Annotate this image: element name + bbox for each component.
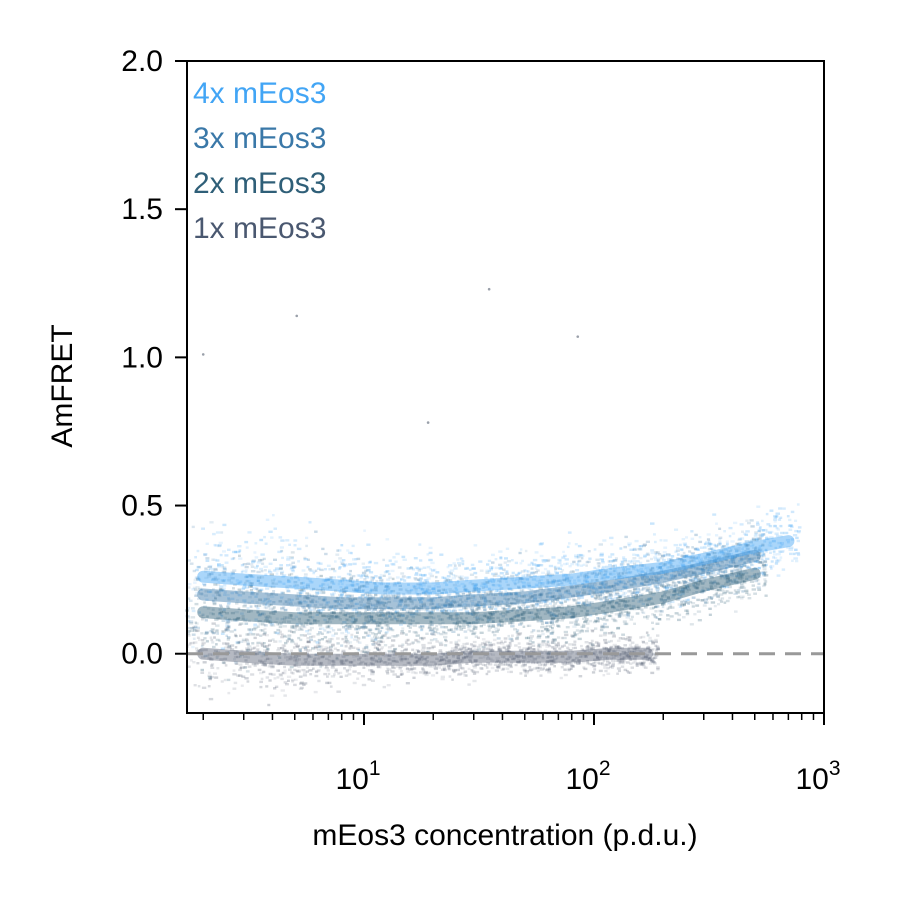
- y-tick-label: 1.0: [121, 341, 163, 374]
- density-3x-meos3: [185, 519, 768, 664]
- y-tick-label: 0.5: [121, 490, 163, 523]
- density-2x-meos3: [185, 538, 769, 682]
- outlier-point: [295, 314, 299, 318]
- outlier-point: [201, 353, 205, 356]
- x-axis: 101 102 103: [202, 713, 841, 796]
- y-axis: 0.0 0.5 1.0 1.5 2.0: [121, 45, 187, 671]
- y-tick-label: 2.0: [121, 45, 163, 78]
- plot-frame: [186, 60, 825, 714]
- legend-entry: 3x mEos3: [193, 122, 326, 155]
- data-cloud: [185, 503, 802, 707]
- series-line-1x-meos3: [197, 647, 653, 666]
- y-tick-label: 1.5: [121, 193, 163, 226]
- outlier-point: [426, 421, 430, 424]
- outlier-points: [201, 287, 580, 424]
- y-axis-label: AmFRET: [46, 324, 79, 447]
- y-tick-label: 0.0: [121, 638, 163, 671]
- series-line-4x-meos3: [197, 535, 795, 595]
- legend-entry: 4x mEos3: [193, 77, 326, 110]
- density-4x-meos3: [186, 503, 802, 650]
- x-axis-label: mEos3 concentration (p.d.u.): [312, 819, 697, 852]
- outlier-point: [487, 287, 491, 291]
- x-tick-label: 102: [565, 757, 610, 796]
- density-1x-meos3: [187, 615, 660, 707]
- series-line-2x-meos3: [197, 567, 761, 625]
- legend-entry: 1x mEos3: [193, 212, 326, 245]
- x-tick-label: 101: [335, 757, 380, 796]
- series-line-3x-meos3: [197, 549, 761, 610]
- series-centers: [197, 535, 795, 666]
- x-tick-label: 103: [795, 757, 840, 796]
- legend: 4x mEos3 3x mEos3 2x mEos3 1x mEos3: [193, 77, 326, 245]
- legend-entry: 2x mEos3: [193, 167, 326, 200]
- plot-area: [185, 60, 825, 714]
- outlier-point: [576, 335, 580, 338]
